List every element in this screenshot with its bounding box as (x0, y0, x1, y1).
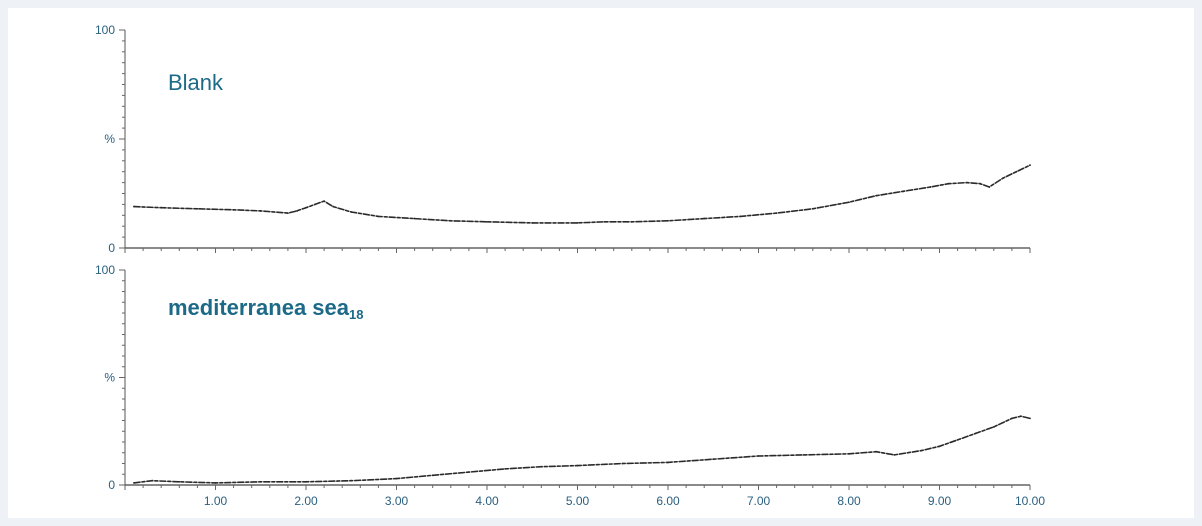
x-tick-label: 9.00 (928, 494, 952, 508)
x-tick-label: 7.00 (747, 494, 771, 508)
series-line (133, 415, 1031, 484)
blank-label: Blank (168, 70, 224, 95)
series-point (259, 480, 262, 483)
series-point (259, 210, 262, 212)
series-point (1001, 177, 1004, 180)
y-tick-label: % (104, 132, 115, 146)
series-point (988, 186, 991, 188)
series-line (133, 164, 1031, 224)
series-point (630, 220, 633, 223)
y-tick-label: 0 (108, 478, 115, 492)
x-tick-label: 5.00 (566, 494, 590, 508)
series-point (956, 438, 959, 441)
series-point (1011, 417, 1013, 420)
chromatogram-chart: Blank 100% 0 mediterranea sea18 100% 0 1.00… (95, 23, 1045, 508)
series-point (305, 206, 307, 209)
x-tick-label: 1.00 (204, 494, 228, 508)
series-point (757, 455, 760, 457)
x-tick-label: 3.00 (385, 494, 409, 508)
series-point (603, 220, 606, 223)
series-point (667, 461, 669, 464)
mediterranea-sea-label: mediterranea sea18 (168, 295, 363, 322)
series-point (449, 219, 452, 222)
series-point (1020, 415, 1022, 418)
series-point (848, 452, 850, 455)
series-point (1029, 417, 1031, 420)
series-point (947, 182, 950, 185)
series-point (151, 479, 154, 482)
series-point (133, 481, 135, 484)
series-point (160, 206, 163, 209)
series-point (965, 181, 968, 184)
series-point (332, 205, 335, 208)
series-point (431, 474, 434, 477)
y-tick-label: 100 (95, 263, 115, 277)
series-point (929, 186, 932, 188)
chart-panel: Blank 100% 0 mediterranea sea18 100% 0 1.00… (8, 8, 1194, 518)
series-point (902, 190, 905, 193)
series-point (875, 450, 878, 453)
series-point (802, 454, 805, 456)
x-tick-label: 2.00 (294, 494, 318, 508)
series-point (504, 467, 506, 470)
series-point (232, 208, 235, 211)
x-tick-label: 6.00 (656, 494, 680, 508)
series-point (486, 220, 488, 223)
blank-panel: Blank 100% 0 (95, 23, 1031, 255)
series-point (576, 464, 579, 467)
series-point (979, 182, 982, 185)
series-point (531, 222, 534, 224)
series-point (178, 480, 181, 483)
series-point (893, 454, 896, 456)
series-point (133, 205, 135, 208)
series-point (992, 426, 995, 428)
y-tick-label: 100 (95, 23, 115, 37)
mediterranea-sea-label-subscript: 18 (349, 307, 363, 322)
series-point (296, 210, 298, 212)
series-point (395, 477, 398, 480)
series-point (920, 449, 923, 452)
series-point (468, 471, 470, 473)
series-point (775, 212, 778, 215)
series-point (377, 215, 380, 218)
series-point (739, 215, 742, 218)
y-tick-label: % (104, 371, 115, 385)
series-point (323, 200, 325, 203)
series-point (1015, 170, 1018, 173)
series-point (214, 481, 217, 484)
series-point (576, 222, 579, 224)
series-point (540, 465, 543, 468)
series-point (621, 462, 624, 465)
series-point (413, 217, 416, 220)
series-point (314, 203, 316, 206)
series-point (712, 458, 715, 461)
series-point (350, 211, 353, 213)
mediterranea-sea-label-text: mediterranea sea (168, 295, 350, 320)
x-tick-label: 4.00 (475, 494, 499, 508)
series-point (350, 479, 353, 482)
series-point (287, 212, 289, 215)
series-point (196, 207, 199, 210)
series-point (811, 207, 814, 210)
series-point (938, 445, 941, 448)
series-point (875, 194, 878, 197)
series-point (667, 219, 669, 222)
y-tick-label: 0 (108, 241, 115, 255)
series-point (703, 217, 706, 220)
series-point (1029, 164, 1031, 167)
series-point (305, 480, 307, 483)
series-point (848, 201, 850, 204)
x-tick-label: 8.00 (837, 494, 861, 508)
x-tick-label: 10.00 (1015, 494, 1045, 508)
series-point (974, 432, 977, 435)
mediterranea-sea-panel: mediterranea sea18 100% 0 1.00 2.00 3.00 4.00… (95, 263, 1045, 508)
